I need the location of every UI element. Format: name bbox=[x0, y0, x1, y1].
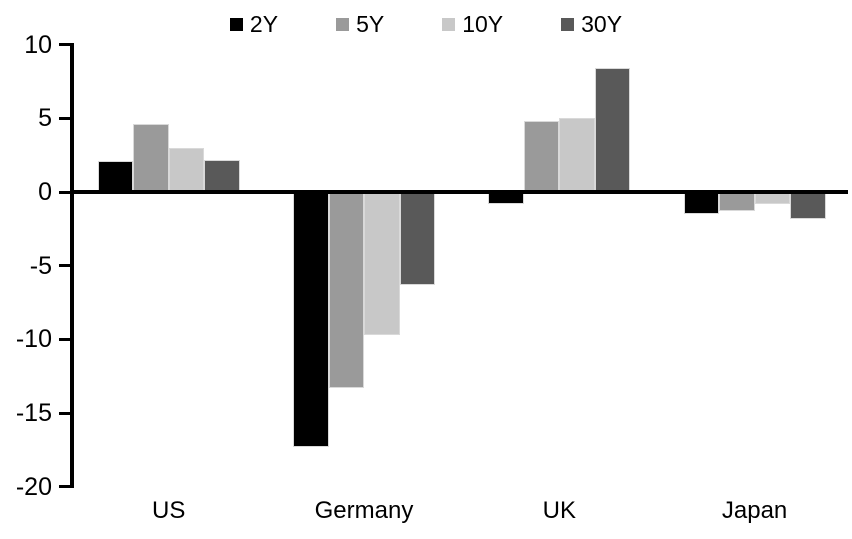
y-axis-tick-label: -20 bbox=[15, 472, 52, 501]
legend-swatch-30y bbox=[561, 17, 575, 31]
bar-10y-us bbox=[168, 147, 205, 192]
bar-30y-japan bbox=[790, 192, 826, 219]
y-axis-tick-label: -10 bbox=[15, 325, 52, 354]
bar-5y-germany bbox=[328, 192, 364, 389]
legend-swatch-2y bbox=[229, 17, 243, 31]
y-axis-tick-label: 0 bbox=[38, 178, 52, 206]
category-label-japan: Japan bbox=[721, 497, 788, 524]
y-axis-tick-label: -15 bbox=[15, 399, 52, 428]
bar-10y-germany bbox=[364, 192, 400, 335]
legend-item-30y: 30Y bbox=[561, 11, 622, 38]
y-axis-tick-label: -5 bbox=[29, 251, 52, 280]
legend-item-5y: 5Y bbox=[336, 11, 384, 38]
legend-swatch-10y bbox=[442, 17, 456, 31]
bar-5y-japan bbox=[719, 192, 755, 212]
category-label-uk: UK bbox=[542, 497, 576, 524]
y-axis-tick bbox=[59, 264, 74, 268]
y-axis-tick bbox=[59, 485, 74, 489]
bar-5y-us bbox=[133, 124, 169, 192]
bar-30y-germany bbox=[399, 192, 435, 285]
bar-10y-uk bbox=[559, 118, 595, 192]
category-label-germany: Germany bbox=[314, 497, 414, 524]
y-axis-tick bbox=[59, 337, 74, 341]
legend-label: 10Y bbox=[462, 10, 504, 37]
bar-2y-japan bbox=[683, 192, 720, 215]
legend-item-2y: 2Y bbox=[229, 10, 279, 38]
legend-label: 5Y bbox=[356, 10, 385, 37]
bar-30y-uk bbox=[594, 68, 631, 192]
y-axis-tick bbox=[59, 411, 74, 415]
y-axis-tick-label: 10 bbox=[24, 30, 52, 59]
bar-5y-uk bbox=[523, 121, 560, 192]
chart-legend: 2Y 5Y 10Y 30Y bbox=[0, 6, 852, 42]
y-axis-tick bbox=[59, 116, 74, 120]
legend-label: 30Y bbox=[581, 10, 623, 37]
legend-item-10y: 10Y bbox=[442, 11, 503, 38]
bar-30y-us bbox=[204, 159, 240, 192]
legend-swatch-5y bbox=[336, 17, 350, 31]
y-axis-tick bbox=[59, 43, 74, 47]
bar-2y-germany bbox=[293, 192, 329, 447]
legend-label: 2Y bbox=[249, 10, 279, 37]
y-axis-tick-label: 5 bbox=[38, 104, 52, 133]
x-axis-zero-line bbox=[70, 190, 848, 194]
category-label-us: US bbox=[152, 497, 186, 524]
bar-2y-us bbox=[97, 161, 134, 192]
y-axis-tick bbox=[59, 190, 74, 194]
